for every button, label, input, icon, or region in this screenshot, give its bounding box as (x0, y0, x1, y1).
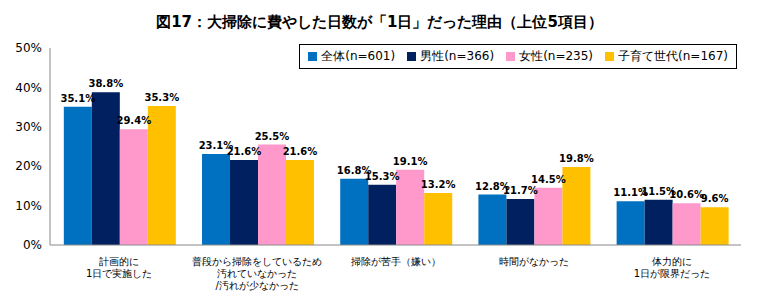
html-text:男性(n=366): 男性(n=366) (420, 49, 495, 63)
svg-text:40%: 40% (15, 81, 42, 95)
svg-text:時間がなかった: 時間がなかった (499, 256, 569, 267)
svg-text:10.6%: 10.6% (669, 189, 704, 200)
svg-text:35.3%: 35.3% (144, 92, 179, 103)
html-text:全体(n=601): 全体(n=601) (321, 49, 396, 63)
svg-text:50%: 50% (15, 41, 42, 55)
svg-text:21.6%: 21.6% (227, 146, 262, 157)
svg-text:13.2%: 13.2% (421, 179, 456, 190)
svg-text:掃除が苦手（嫌い）: 掃除が苦手（嫌い） (351, 256, 441, 267)
html-text:女性(n=235): 女性(n=235) (519, 49, 594, 63)
svg-text:16.8%: 16.8% (336, 164, 372, 176)
svg-text:11.5%: 11.5% (641, 185, 676, 197)
svg-text:21.6%: 21.6% (283, 146, 318, 157)
svg-text:普段から掃除をしているため汚れていなかった/汚れが少なかった: 普段から掃除をしているため汚れていなかった/汚れが少なかった (192, 256, 322, 291)
svg-text:14.5%: 14.5% (531, 174, 566, 185)
svg-text:9.6%: 9.6% (701, 193, 729, 204)
svg-text:体力的に1日が限界だった: 体力的に1日が限界だった (634, 256, 710, 279)
svg-text:12.8%: 12.8% (475, 180, 510, 192)
html-text:子育て世代(n=167): 子育て世代(n=167) (618, 49, 728, 63)
svg-text:11.7%: 11.7% (503, 185, 538, 196)
svg-text:23.1%: 23.1% (198, 140, 234, 151)
svg-text:11.1%: 11.1% (613, 187, 648, 199)
svg-text:15.3%: 15.3% (365, 171, 400, 182)
svg-text:10%: 10% (15, 199, 42, 213)
svg-text:29.4%: 29.4% (116, 115, 151, 126)
svg-text:20%: 20% (15, 159, 42, 173)
svg-text:25.5%: 25.5% (255, 131, 290, 142)
svg-text:計画的に1日で実施した: 計画的に1日で実施した (86, 256, 152, 279)
svg-text:30%: 30% (15, 120, 42, 134)
svg-text:19.1%: 19.1% (393, 156, 428, 167)
svg-text:0%: 0% (23, 238, 42, 252)
html-text:図17：大掃除に費やした日数が「1日」だった理由（上位5項目: 図17：大掃除に費やした日数が「1日」だった理由（上位5項目） (156, 13, 603, 31)
svg-text:38.8%: 38.8% (88, 78, 123, 89)
svg-text:35.1%: 35.1% (60, 93, 95, 104)
svg-text:19.8%: 19.8% (559, 153, 594, 164)
